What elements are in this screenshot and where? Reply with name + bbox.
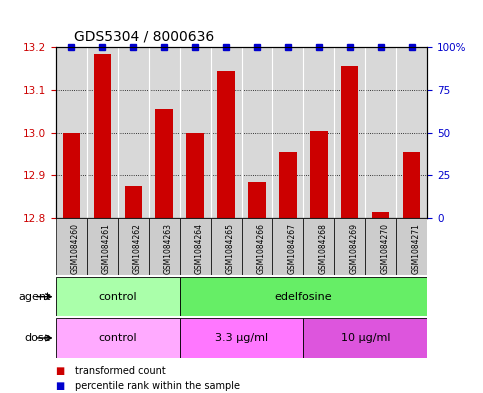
Bar xyxy=(334,218,366,275)
Text: GSM1084262: GSM1084262 xyxy=(133,223,142,274)
Bar xyxy=(341,66,358,218)
Text: control: control xyxy=(98,292,137,302)
Bar xyxy=(62,132,80,218)
Text: dose: dose xyxy=(24,333,51,343)
Text: GSM1084266: GSM1084266 xyxy=(257,223,266,274)
Text: GSM1084270: GSM1084270 xyxy=(381,223,390,274)
Text: GSM1084268: GSM1084268 xyxy=(319,223,328,274)
Bar xyxy=(86,218,117,275)
Text: agent: agent xyxy=(18,292,51,302)
Bar xyxy=(156,109,172,218)
Bar xyxy=(242,218,272,275)
Bar xyxy=(272,218,303,275)
Bar xyxy=(303,218,334,275)
Text: transformed count: transformed count xyxy=(75,366,166,376)
Bar xyxy=(180,218,211,275)
Bar xyxy=(186,132,203,218)
Bar xyxy=(366,218,397,275)
Text: GSM1084261: GSM1084261 xyxy=(102,223,111,274)
Text: 3.3 μg/ml: 3.3 μg/ml xyxy=(215,333,268,343)
Text: GSM1084264: GSM1084264 xyxy=(195,223,204,274)
Text: ■: ■ xyxy=(56,366,68,376)
Text: 10 μg/ml: 10 μg/ml xyxy=(341,333,390,343)
Bar xyxy=(125,186,142,218)
Bar xyxy=(372,212,389,218)
Bar xyxy=(217,71,235,218)
Text: percentile rank within the sample: percentile rank within the sample xyxy=(75,381,240,391)
Bar xyxy=(303,318,427,358)
Bar xyxy=(211,218,242,275)
Bar xyxy=(149,218,180,275)
Text: control: control xyxy=(98,333,137,343)
Bar xyxy=(397,218,427,275)
Text: edelfosine: edelfosine xyxy=(275,292,332,302)
Bar xyxy=(180,318,303,358)
Bar xyxy=(248,182,266,218)
Bar xyxy=(117,218,149,275)
Text: GSM1084267: GSM1084267 xyxy=(288,223,297,274)
Text: ■: ■ xyxy=(56,381,68,391)
Bar xyxy=(94,53,111,218)
Bar xyxy=(56,277,180,316)
Bar xyxy=(180,277,427,316)
Bar xyxy=(311,130,327,218)
Bar xyxy=(403,152,421,218)
Bar xyxy=(280,152,297,218)
Text: GSM1084269: GSM1084269 xyxy=(350,223,359,274)
Text: GSM1084265: GSM1084265 xyxy=(226,223,235,274)
Text: GSM1084263: GSM1084263 xyxy=(164,223,173,274)
Text: GDS5304 / 8000636: GDS5304 / 8000636 xyxy=(74,29,214,43)
Text: GSM1084271: GSM1084271 xyxy=(412,223,421,274)
Bar xyxy=(56,218,86,275)
Bar xyxy=(56,318,180,358)
Text: GSM1084260: GSM1084260 xyxy=(71,223,80,274)
